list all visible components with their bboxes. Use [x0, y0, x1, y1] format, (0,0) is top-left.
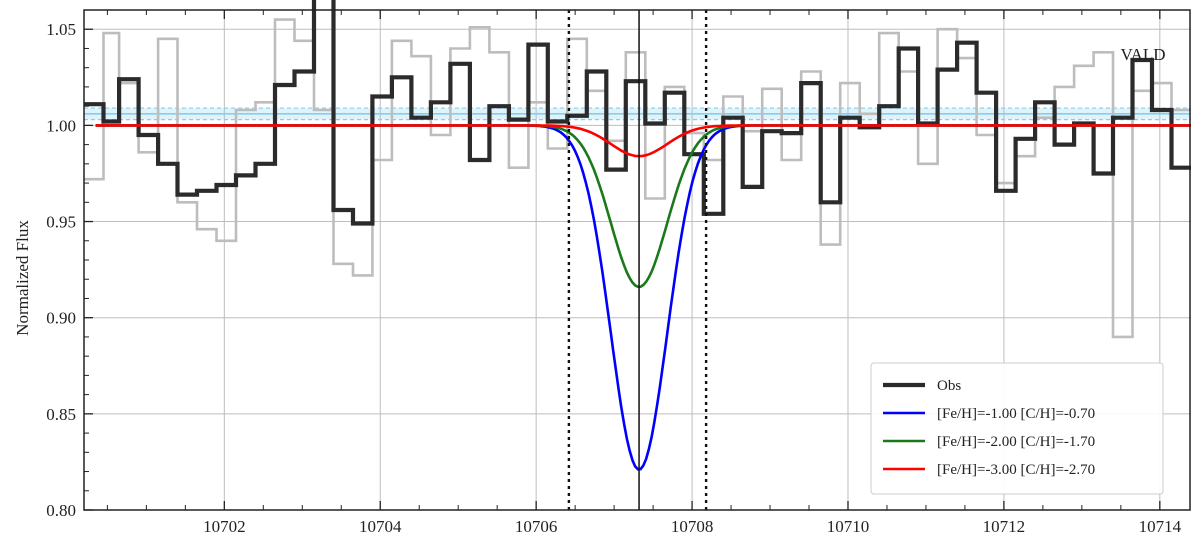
x-tick-label-0: 10702: [203, 517, 246, 536]
legend-label-2: [Fe/H]=-2.00 [C/H]=-1.70: [937, 434, 1095, 450]
y-tick-label-3: 0.95: [46, 213, 76, 232]
x-tick-label-3: 10708: [671, 517, 714, 536]
y-tick-label-1: 0.85: [46, 405, 76, 424]
y-tick-label-0: 0.80: [46, 501, 76, 520]
observed-series: [84, 0, 1191, 226]
legend-box: [870, 362, 1164, 495]
x-tick-label-5: 10712: [983, 517, 1026, 536]
x-tick-label-2: 10706: [515, 517, 558, 536]
y-axis-label: Normalized Flux: [13, 220, 32, 336]
axis-ticks: 10702 10704 10706 10708 10710 10712 10714 0.80 0…: [46, 9, 1182, 536]
vald-annotation: VALD: [1120, 45, 1165, 64]
continuum-band: [84, 107, 1191, 121]
y-tick-label-5: 1.05: [46, 20, 76, 39]
y-tick-label-4: 1.00: [46, 116, 76, 135]
x-tick-label-4: 10710: [827, 517, 870, 536]
observed-background-series: [84, 18, 1191, 339]
legend: Obs [Fe/H]=-1.00 [C/H]=-0.70 [Fe/H]=-2.00 …: [870, 362, 1164, 495]
y-tick-label-2: 0.90: [46, 309, 76, 328]
observed-spectra: [84, 0, 1191, 339]
model-spectra: [95, 124, 1191, 471]
legend-label-1: [Fe/H]=-1.00 [C/H]=-0.70: [937, 406, 1095, 422]
legend-label-0: Obs: [937, 378, 961, 394]
x-tick-label-1: 10704: [359, 517, 402, 536]
x-tick-label-6: 10714: [1139, 517, 1182, 536]
model-series-2: [95, 124, 1191, 158]
model-series-1: [95, 124, 1191, 289]
line-markers: [567, 10, 708, 510]
legend-label-3: [Fe/H]=-3.00 [C/H]=-2.70: [937, 462, 1095, 478]
